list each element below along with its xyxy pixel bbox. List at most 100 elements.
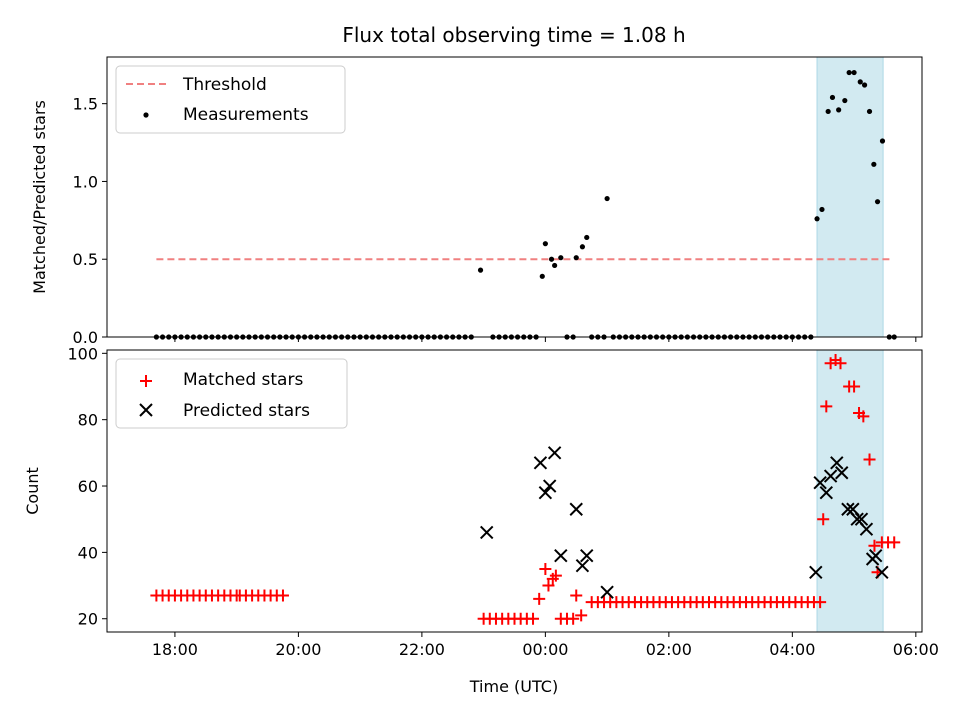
x-axis-label: Time (UTC) xyxy=(469,677,558,696)
top-axes-frame xyxy=(106,56,923,338)
matched-stars-point xyxy=(857,410,870,423)
bottom-axes-frame xyxy=(106,349,923,633)
measurement-point xyxy=(552,262,558,269)
measurement-point xyxy=(861,82,868,88)
matched-stars-point xyxy=(834,357,847,370)
matched-stars-point xyxy=(814,596,827,609)
predicted-stars-point xyxy=(575,558,590,573)
measurement-point xyxy=(604,195,610,202)
top-axis-ticks: 0.0 0.5 1.0 1.5 xyxy=(73,95,917,347)
bottom-y-tick-label: 80 xyxy=(78,411,98,430)
predicted-stars-point xyxy=(542,479,557,493)
bottom-axis-ticks: 18:00 20:00 22:00 00:00 02:00 04:00 06:00 20 40 6… xyxy=(67,344,938,659)
matched-stars-point xyxy=(820,400,833,413)
legend-predicted-label: Predicted stars xyxy=(183,401,310,421)
predicted-stars-point xyxy=(809,565,823,579)
measurement-point xyxy=(573,255,579,261)
bottom-x-tick-label: 02:00 xyxy=(646,640,692,659)
top-plot: 0.0 0.5 1.0 1.5 Flux total observing time =… xyxy=(30,23,923,347)
legend-matched-swatch xyxy=(140,375,152,387)
predicted-stars-point xyxy=(538,485,553,500)
predicted-stars-point xyxy=(835,466,849,480)
top-y-tick-label: 1.5 xyxy=(73,95,98,114)
bottom-y-tick-label: 100 xyxy=(67,344,98,363)
predicted-stars-point xyxy=(868,548,883,563)
predicted-stars-point xyxy=(533,456,548,470)
measurement-point xyxy=(871,161,877,167)
matched-stars-point xyxy=(533,592,546,605)
matched-stars-point xyxy=(888,536,901,549)
bottom-x-tick-label: 22:00 xyxy=(399,640,445,659)
predicted-stars-point xyxy=(554,548,568,563)
bottom-y-tick-label: 40 xyxy=(78,543,98,562)
measurement-point xyxy=(579,244,586,250)
matched-stars-point xyxy=(868,539,881,552)
matched-stars-point xyxy=(575,609,588,622)
measurement-point xyxy=(846,69,852,76)
top-y-axis-label: Matched/Predicted stars xyxy=(30,100,49,294)
predicted-stars-point xyxy=(830,456,844,470)
matched-stars-point xyxy=(549,569,562,582)
matched-stars-point xyxy=(542,579,555,592)
measurement-point xyxy=(879,138,886,144)
bottom-y-axis-label: Count xyxy=(23,467,42,515)
predicted-stars-point xyxy=(854,512,869,526)
bottom-data-layer xyxy=(150,353,901,625)
matched-stars-point xyxy=(567,612,580,625)
bottom-x-tick-label: 18:00 xyxy=(152,640,198,659)
legend-measurements-label: Measurements xyxy=(183,105,309,125)
bottom-x-tick-label: 00:00 xyxy=(522,640,568,659)
legend-threshold-label: Threshold xyxy=(182,75,267,95)
predicted-stars-point xyxy=(569,502,583,516)
measurement-point xyxy=(548,256,555,262)
measurement-point xyxy=(819,206,825,213)
predicted-stars-point xyxy=(580,548,594,563)
measurement-point xyxy=(836,107,842,113)
top-y-tick-label: 1.0 xyxy=(73,172,98,191)
predicted-stars-point xyxy=(819,485,834,500)
measurement-point xyxy=(829,94,836,101)
measurement-point xyxy=(866,108,873,115)
chart-title: Flux total observing time = 1.08 h xyxy=(342,23,685,47)
matched-stars-point xyxy=(539,562,552,575)
measurement-point xyxy=(558,255,564,261)
measurement-point xyxy=(874,199,881,205)
predicted-stars-point xyxy=(480,525,494,540)
measurement-point xyxy=(477,267,484,273)
bottom-x-tick-label: 20:00 xyxy=(275,640,321,659)
top-highlight-span xyxy=(816,56,884,338)
predicted-stars-point xyxy=(823,469,838,483)
bottom-legend: Matched stars Predicted stars xyxy=(115,358,348,429)
measurement-point xyxy=(851,69,857,76)
top-y-tick-label: 0.0 xyxy=(73,328,98,347)
predicted-stars-point xyxy=(875,565,889,579)
top-y-tick-label: 0.5 xyxy=(73,250,98,269)
matched-stars-point xyxy=(570,589,583,602)
measurement-point xyxy=(825,108,831,115)
matched-stars-point xyxy=(817,513,830,526)
bottom-x-tick-label: 04:00 xyxy=(769,640,815,659)
predicted-stars-point xyxy=(859,522,874,536)
predicted-stars-point xyxy=(813,475,827,490)
measurement-point xyxy=(584,234,590,241)
measurement-point xyxy=(539,273,545,279)
top-legend-box xyxy=(115,65,346,134)
bottom-plot: 18:00 20:00 22:00 00:00 02:00 04:00 06:00 20 40 6… xyxy=(23,344,939,696)
predicted-stars-point xyxy=(600,585,614,599)
matched-stars-point xyxy=(848,380,861,393)
legend-predicted-swatch xyxy=(139,403,153,417)
bottom-x-tick-label: 06:00 xyxy=(893,640,939,659)
matched-stars-point xyxy=(863,453,876,466)
measurement-point xyxy=(814,216,820,222)
bottom-y-tick-label: 60 xyxy=(78,477,98,496)
measurement-point xyxy=(842,97,848,104)
measurement-point xyxy=(857,79,863,85)
top-legend: Threshold Measurements xyxy=(115,65,346,134)
matched-stars-point xyxy=(276,589,289,602)
matched-stars-point xyxy=(527,612,540,625)
bottom-legend-box xyxy=(115,358,348,429)
measurement-point xyxy=(542,241,548,247)
legend-matched-label: Matched stars xyxy=(183,370,303,390)
bottom-y-tick-label: 20 xyxy=(78,610,98,629)
